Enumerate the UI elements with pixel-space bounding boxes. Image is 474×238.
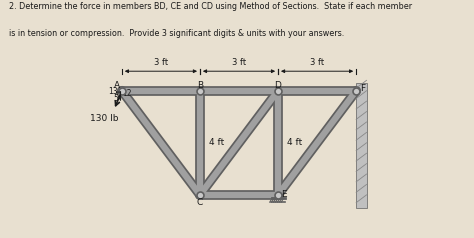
Text: 5: 5 (113, 94, 118, 103)
Text: 3 ft: 3 ft (310, 58, 324, 67)
Text: 130 lb: 130 lb (91, 114, 119, 123)
Text: 3 ft: 3 ft (232, 58, 246, 67)
Bar (356, 83, 366, 208)
Text: D: D (274, 80, 282, 89)
Text: B: B (197, 80, 203, 89)
Text: is in tension or compression.  Provide 3 significant digits & units with your an: is in tension or compression. Provide 3 … (9, 29, 345, 38)
Text: 3 ft: 3 ft (154, 58, 168, 67)
Text: 4 ft: 4 ft (287, 138, 302, 147)
Text: 13: 13 (109, 87, 118, 96)
Text: 4 ft: 4 ft (209, 138, 224, 147)
Text: F: F (360, 84, 365, 93)
Text: 12: 12 (123, 89, 132, 99)
Text: 2. Determine the force in members BD, CE and CD using Method of Sections.  State: 2. Determine the force in members BD, CE… (9, 2, 412, 11)
Text: E: E (281, 190, 287, 199)
Text: C: C (197, 198, 203, 207)
Text: A: A (114, 80, 120, 89)
